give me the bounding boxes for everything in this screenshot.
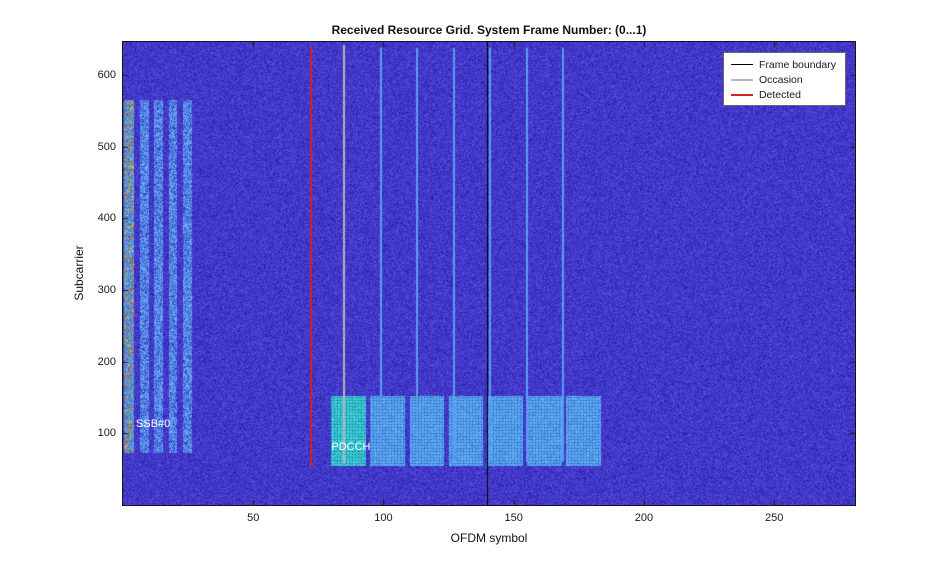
x-tick-label: 100 bbox=[374, 512, 393, 524]
plot-area: SSB#0 PDCCH Frame boundary Occasion Detect… bbox=[122, 41, 856, 506]
y-tick-label: 500 bbox=[97, 140, 116, 153]
x-tick-label: 150 bbox=[504, 512, 523, 524]
legend-line-swatch bbox=[730, 78, 753, 81]
legend-entry: Detected bbox=[730, 87, 836, 102]
x-axis-label: OFDM symbol bbox=[450, 531, 528, 545]
chart-title: Received Resource Grid. System Frame Num… bbox=[331, 23, 647, 37]
legend-entry: Frame boundary bbox=[730, 57, 836, 72]
y-tick-label: 200 bbox=[97, 355, 116, 368]
legend-entry-label: Occasion bbox=[758, 73, 803, 86]
legend-entry: Occasion bbox=[730, 72, 836, 87]
x-tick-label: 50 bbox=[247, 512, 260, 524]
resource-grid-heatmap bbox=[123, 42, 855, 505]
legend-entry-label: Frame boundary bbox=[758, 58, 836, 71]
x-tick-label: 200 bbox=[634, 512, 654, 524]
legend-entry-label: Detected bbox=[758, 88, 801, 101]
y-tick-label: 400 bbox=[97, 212, 116, 225]
legend: Frame boundary Occasion Detected bbox=[722, 52, 846, 106]
legend-line-swatch bbox=[730, 64, 753, 65]
x-tick-label: 250 bbox=[765, 512, 784, 524]
y-tick-label: 100 bbox=[97, 427, 116, 440]
y-tick-label: 300 bbox=[97, 283, 116, 296]
y-tick-label: 600 bbox=[97, 68, 116, 81]
legend-line-swatch bbox=[730, 93, 753, 96]
